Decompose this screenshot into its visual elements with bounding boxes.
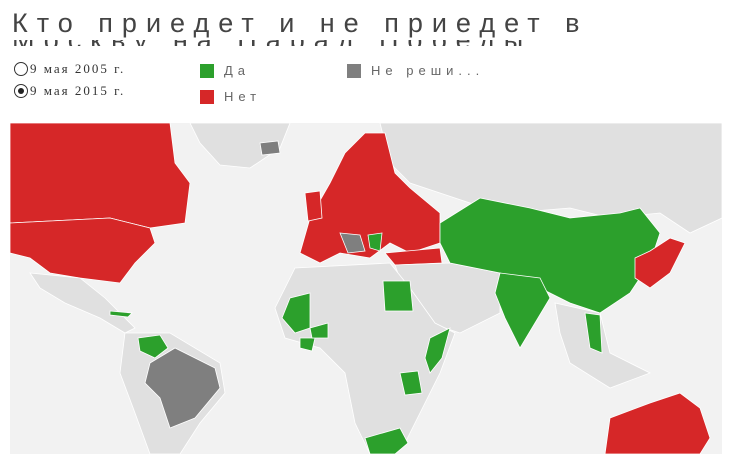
region-uk[interactable] (304, 190, 323, 222)
region-central-africa[interactable] (309, 322, 329, 339)
radio-icon[interactable] (14, 62, 28, 76)
radio-selected-icon[interactable] (14, 84, 28, 98)
region-venezuela[interactable] (137, 334, 169, 359)
region-south-africa[interactable] (364, 427, 409, 454)
region-southeast-asia[interactable] (554, 302, 651, 389)
radio-label: 9 мая 2015 г. (30, 83, 126, 98)
region-egypt[interactable] (382, 280, 414, 312)
world-map[interactable] (10, 123, 722, 454)
region-balkans[interactable] (339, 232, 366, 254)
region-iceland[interactable] (259, 140, 281, 156)
region-greenland[interactable] (189, 123, 291, 169)
region-usa[interactable] (10, 217, 156, 284)
legend-swatch (200, 89, 214, 104)
region-brazil[interactable] (144, 347, 221, 429)
radio-2015[interactable]: 9 мая 2015 г. (14, 83, 125, 99)
region-serbia[interactable] (367, 232, 383, 252)
region-vietnam[interactable] (584, 312, 603, 354)
region-tanzania[interactable] (399, 370, 423, 396)
legend-swatch (200, 63, 214, 78)
legend-yes[interactable]: Да (200, 63, 250, 78)
legend-label: Не реши... (371, 63, 485, 78)
legend-label: Да (224, 63, 251, 78)
region-west-africa[interactable] (299, 337, 316, 352)
region-india[interactable] (494, 272, 551, 349)
legend-label: Нет (224, 89, 262, 104)
radio-label: 9 мая 2005 г. (30, 61, 126, 76)
region-cuba[interactable] (109, 310, 133, 318)
region-australia[interactable] (604, 392, 711, 454)
legend-swatch (347, 63, 361, 78)
region-mexico-central-america[interactable] (29, 272, 136, 334)
radio-2005[interactable]: 9 мая 2005 г. (14, 61, 125, 77)
region-europe[interactable] (299, 132, 441, 264)
page-title: Кто приедет и не приедет в (12, 8, 589, 38)
region-algeria-mali[interactable] (281, 292, 311, 334)
legend-no[interactable]: Нет (200, 89, 261, 104)
legend-undecided[interactable]: Не реши... (347, 63, 484, 78)
region-canada[interactable] (10, 123, 191, 229)
region-japan-korea[interactable] (634, 237, 686, 289)
region-somalia[interactable] (424, 327, 451, 374)
region-russia[interactable] (379, 123, 722, 234)
page-title-cut-line: Москву на Парад Победы (12, 40, 532, 46)
